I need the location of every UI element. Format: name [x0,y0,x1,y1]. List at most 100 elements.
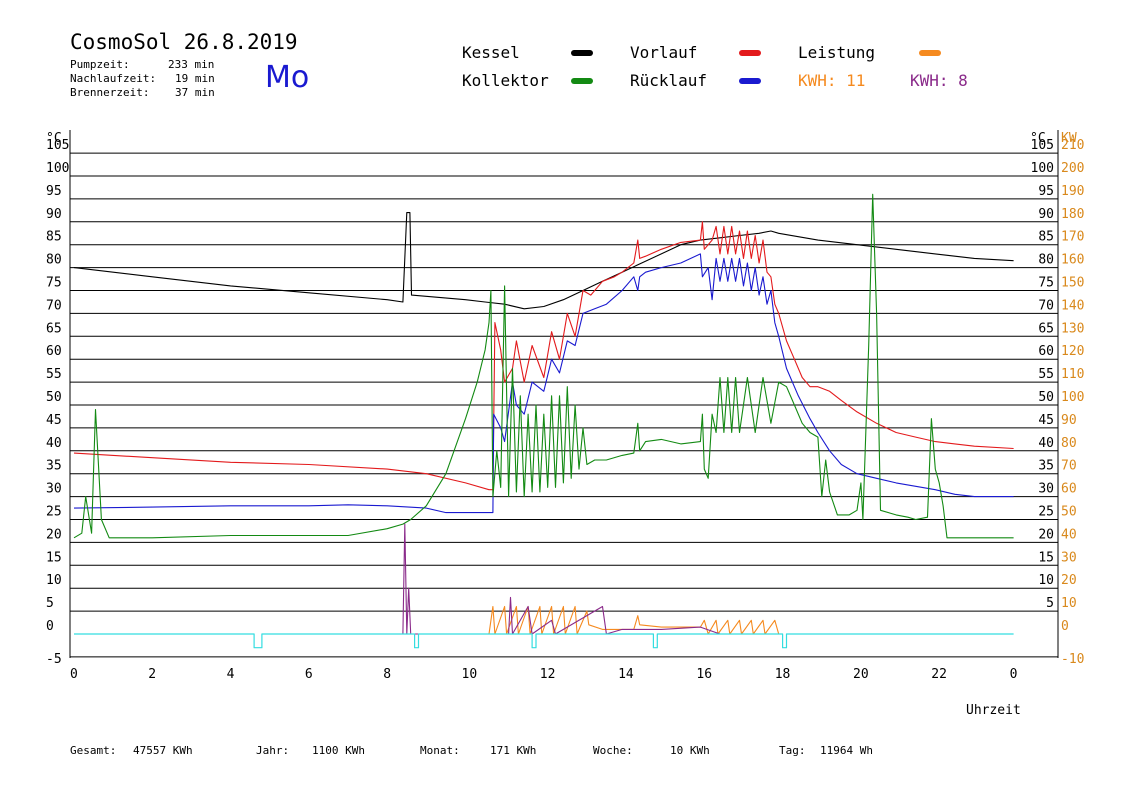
y-tick-right-c: 25 [1038,505,1054,520]
y-tick-right-c: 5 [1046,596,1054,611]
y-tick-right-c: 100 [1031,161,1054,176]
y-tick-left: 90 [46,207,62,222]
y-tick-left: 5 [46,596,54,611]
kwh-orange: KWH: 11 [798,71,866,90]
y-tick-right-kw: 100 [1061,390,1084,405]
x-tick: 16 [696,667,712,682]
x-tick: 2 [148,667,156,682]
chart-title: CosmoSol 26.8.2019 [70,30,298,54]
legend-vorlauf: Vorlauf [630,43,698,62]
stat-nachlaufzeit-value: 19 min [175,72,215,85]
y-axis-unit-kw: KW [1061,131,1077,146]
footer-monat-value: 171 KWh [490,744,537,757]
footer-woche-label: Woche: [593,744,633,757]
y-tick-right-c: 70 [1038,298,1054,313]
y-tick-left: 85 [46,230,62,245]
legend-kessel-swatch [571,50,593,56]
legend-leistung: Leistung [798,43,876,62]
x-tick: 0 [70,667,78,682]
y-tick-right-kw: 20 [1061,573,1077,588]
y-tick-right-kw: 120 [1061,344,1084,359]
y-tick-right-c: 45 [1038,413,1054,428]
y-tick-right-kw: 140 [1061,298,1084,313]
y-tick-left: 60 [46,344,62,359]
y-tick-right-c: 30 [1038,482,1054,497]
y-tick-right-kw: 30 [1061,550,1077,565]
y-tick-left: 25 [46,505,62,520]
y-tick-right-c: 105 [1031,138,1054,153]
y-tick-right-c: 15 [1038,550,1054,565]
series-brenner [74,633,1014,649]
y-tick-left: 55 [46,367,62,382]
y-tick-right-kw: 110 [1061,367,1084,382]
legend-leistung-swatch [919,50,941,56]
y-tick-right-kw: 80 [1061,436,1077,451]
y-tick-right-c: 40 [1038,436,1054,451]
y-tick-left: 10 [46,573,62,588]
footer-tag-value: 11964 Wh [820,744,873,757]
y-tick-left: 40 [46,436,62,451]
y-tick-right-c: 75 [1038,276,1054,291]
footer-gesamt-value: 47557 KWh [133,744,193,757]
y-tick-right-kw: 160 [1061,253,1084,268]
y-tick-right-kw: 50 [1061,505,1077,520]
y-tick-right-kw: 70 [1061,459,1077,474]
y-tick-right-kw: 130 [1061,321,1084,336]
x-axis-label: Uhrzeit [966,703,1021,718]
y-tick-right-kw: 150 [1061,276,1084,291]
kwh-purple: KWH: 8 [910,71,968,90]
footer-tag-label: Tag: [779,744,806,757]
y-tick-left: -5 [46,652,62,667]
y-tick-right-c: 20 [1038,527,1054,542]
y-tick-right-kw: 60 [1061,482,1077,497]
y-tick-left: 0 [46,619,54,634]
y-axis-unit-left: °C [46,131,62,146]
x-tick: 12 [540,667,556,682]
footer-jahr-label: Jahr: [256,744,290,757]
x-tick: 10 [462,667,478,682]
y-tick-left: 35 [46,459,62,474]
y-tick-right-c: 35 [1038,459,1054,474]
y-tick-right-kw: 210 [1061,138,1084,153]
y-tick-right-kw: 180 [1061,207,1084,222]
legend-vorlauf-swatch [739,50,761,56]
y-tick-left: 20 [46,527,62,542]
y-tick-right-c: 95 [1038,184,1054,199]
x-tick: 22 [931,667,947,682]
y-axis-unit-right: °C [1030,131,1046,146]
y-tick-right-kw: 40 [1061,527,1077,542]
y-tick-left: 95 [46,184,62,199]
stat-pumpzeit-value: 233 min [168,58,215,71]
y-tick-left: 45 [46,413,62,428]
x-tick: 4 [227,667,235,682]
y-tick-right-c: 90 [1038,207,1054,222]
x-tick: 8 [383,667,391,682]
y-tick-left: 75 [46,276,62,291]
stat-nachlaufzeit: Nachlaufzeit: [70,72,157,85]
y-tick-right-kw: 90 [1061,413,1077,428]
legend-kessel: Kessel [462,43,520,62]
y-tick-left: 50 [46,390,62,405]
y-tick-left: 15 [46,550,62,565]
stat-pumpzeit: Pumpzeit: [70,58,130,71]
y-tick-right-kw: 200 [1061,161,1084,176]
legend-ruecklauf: Rücklauf [630,71,708,90]
x-tick: 20 [853,667,869,682]
y-tick-left: 65 [46,321,62,336]
x-tick: 18 [775,667,791,682]
y-tick-right-c: 55 [1038,367,1054,382]
y-tick-right-c: 65 [1038,321,1054,336]
weekday-label: Mo [265,60,310,95]
y-tick-right-kw: 10 [1061,596,1077,611]
x-tick: 14 [618,667,634,682]
stat-brennerzeit-value: 37 min [175,86,215,99]
stat-brennerzeit: Brennerzeit: [70,86,150,99]
y-tick-right-kw: -10 [1061,652,1084,667]
series-leistung [488,605,780,635]
series-leistung2 [402,523,721,635]
footer-monat-label: Monat: [420,744,460,757]
series-kessel [73,212,1014,310]
y-tick-right-kw: 0 [1061,619,1069,634]
y-tick-right-c: 85 [1038,230,1054,245]
y-tick-left: 30 [46,482,62,497]
